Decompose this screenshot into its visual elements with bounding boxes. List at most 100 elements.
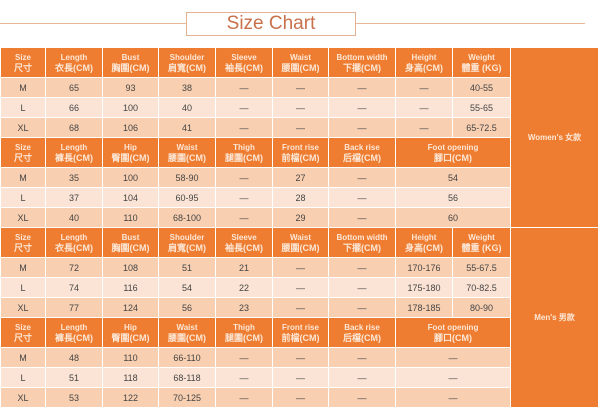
column-header-en: Bottom width	[336, 52, 388, 62]
column-header: Bottom width 下擺(CM)	[328, 47, 396, 78]
value-cell: —	[328, 297, 396, 318]
column-header-zh: 胸圍(CM)	[111, 62, 150, 73]
column-header: Weight 體重 (KG)	[452, 227, 511, 258]
column-header-en: Waist	[289, 52, 312, 62]
column-header-en: Shoulder	[169, 232, 205, 242]
column-header-zh: 身高(CM)	[405, 242, 443, 253]
value-cell: —	[395, 117, 453, 138]
value-cell: 66	[45, 97, 103, 118]
value-cell: 60	[395, 207, 511, 228]
size-cell: M	[0, 347, 46, 368]
value-cell: 40-55	[452, 77, 511, 98]
value-cell: —	[215, 167, 273, 188]
value-cell: —	[328, 347, 396, 368]
table-row: M 72 108 51 21— —170-176 55-67.5	[0, 257, 599, 278]
column-header-zh: 下擺(CM)	[343, 242, 381, 253]
column-header-en: Back rise	[344, 142, 380, 152]
header-row: Size 尺寸 Length 衣長(CM) Bust 胸圍(CM) Shoulder 肩寬(C…	[0, 47, 599, 228]
value-cell: 66-110	[158, 347, 216, 368]
column-header-zh: 腳口(CM)	[434, 152, 472, 163]
value-cell: 29	[272, 207, 329, 228]
table-row: XL 77 124 56 23— —178-185 80-90	[0, 297, 599, 318]
size-cell: L	[0, 187, 46, 208]
size-cell: M	[0, 167, 46, 188]
column-header: Bust 胸圍(CM)	[102, 227, 159, 258]
group-label-men: Men's 男款	[510, 227, 599, 408]
value-cell: 27	[272, 167, 329, 188]
value-cell: 100	[102, 97, 159, 118]
column-header-zh: 腿圍(CM)	[225, 332, 263, 343]
value-cell: —	[395, 387, 511, 408]
value-cell: —	[272, 347, 329, 368]
value-cell: 110	[102, 207, 159, 228]
value-cell: 41	[158, 117, 216, 138]
value-cell: 65-72.5	[452, 117, 511, 138]
value-cell: 65	[45, 77, 103, 98]
size-cell: L	[0, 367, 46, 388]
column-header-zh: 衣長(CM)	[55, 242, 93, 253]
column-header: Hip 臀圍(CM)	[102, 137, 159, 168]
column-header-en: Thigh	[233, 322, 255, 332]
value-cell: 170-176	[395, 257, 453, 278]
column-header-en: Waist	[289, 232, 312, 242]
value-cell: 68-118	[158, 367, 216, 388]
column-header-zh: 體重 (KG)	[461, 242, 502, 253]
page-title: Size Chart	[186, 12, 356, 36]
value-cell: 68-100	[158, 207, 216, 228]
value-cell: 74	[45, 277, 103, 298]
column-header: Bust 胸圍(CM)	[102, 47, 159, 78]
column-header: Length 衣長(CM)	[45, 227, 103, 258]
value-cell: 40	[158, 97, 216, 118]
column-header: Back rise 后檔(CM)	[328, 317, 396, 348]
column-header-zh: 肩寬(CM)	[168, 242, 206, 253]
column-header-zh: 臀圍(CM)	[111, 152, 150, 163]
value-cell: —	[395, 77, 453, 98]
column-header: Size 尺寸	[0, 227, 46, 258]
column-header-zh: 后檔(CM)	[343, 332, 381, 343]
size-cell: XL	[0, 297, 46, 318]
value-cell: 70-82.5	[452, 277, 511, 298]
table-row: XL 68 106 41— — — —65-72.5	[0, 117, 599, 138]
column-header-zh: 袖長(CM)	[225, 242, 263, 253]
value-cell: 51	[45, 367, 103, 388]
value-cell: 70-125	[158, 387, 216, 408]
table-row: L 74 116 54 22— —175-180 70-82.5	[0, 277, 599, 298]
column-header-zh: 腰圍(CM)	[281, 62, 320, 73]
column-header: Front rise 前檔(CM)	[272, 317, 329, 348]
column-header: Foot opening 腳口(CM)	[395, 317, 511, 348]
column-header: Length 褲長(CM)	[45, 317, 103, 348]
column-header-en: Size	[14, 322, 31, 332]
value-cell: —	[328, 387, 396, 408]
column-header: Shoulder 肩寬(CM)	[158, 47, 216, 78]
value-cell: —	[395, 367, 511, 388]
size-cell: L	[0, 97, 46, 118]
column-header: Waist 腰圍(CM)	[158, 317, 216, 348]
column-header-en: Thigh	[233, 142, 255, 152]
column-header-en: Waist	[176, 322, 198, 332]
value-cell: 54	[395, 167, 511, 188]
value-cell: —	[328, 117, 396, 138]
column-header-zh: 衣長(CM)	[55, 62, 93, 73]
value-cell: 80-90	[452, 297, 511, 318]
value-cell: —	[215, 97, 273, 118]
value-cell: 35	[45, 167, 103, 188]
column-header-en: Length	[60, 232, 88, 242]
column-header-zh: 下擺(CM)	[343, 62, 381, 73]
value-cell: 122	[102, 387, 159, 408]
value-cell: 72	[45, 257, 103, 278]
value-cell: —	[328, 257, 396, 278]
column-header-zh: 腰圍(CM)	[281, 242, 320, 253]
value-cell: 55-65	[452, 97, 511, 118]
table-row: M 35 100 58-90—27—54	[0, 167, 599, 188]
value-cell: —	[328, 167, 396, 188]
value-cell: —	[272, 117, 329, 138]
column-header-en: Length	[60, 322, 88, 332]
value-cell: —	[215, 117, 273, 138]
column-header-zh: 后檔(CM)	[343, 152, 381, 163]
header-row: Size 尺寸 Length 褲長(CM) Hip 臀圍(CM) Waist 腰圍(CM) Th…	[0, 137, 599, 168]
value-cell: —	[328, 277, 396, 298]
column-header-zh: 褲長(CM)	[55, 152, 93, 163]
column-header: Hip 臀圍(CM)	[102, 317, 159, 348]
column-header-en: Bottom width	[336, 232, 388, 242]
value-cell: —	[272, 297, 329, 318]
